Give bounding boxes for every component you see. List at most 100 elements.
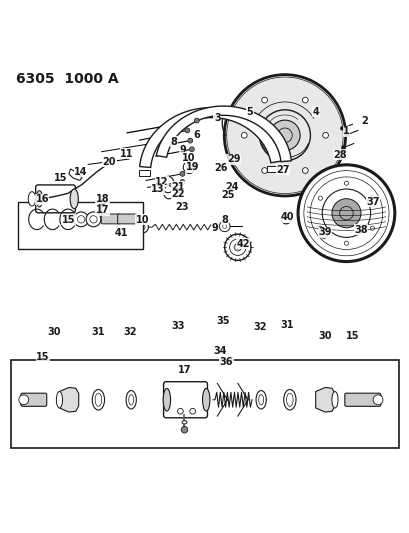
Text: 14: 14 (74, 167, 88, 177)
Ellipse shape (182, 421, 187, 424)
Text: 38: 38 (353, 224, 367, 235)
Text: 24: 24 (225, 182, 238, 191)
Text: 35: 35 (216, 316, 229, 326)
Text: 16: 16 (36, 194, 49, 204)
Text: 11: 11 (120, 149, 133, 159)
Text: 17: 17 (96, 205, 109, 215)
Text: 31: 31 (280, 320, 293, 330)
Ellipse shape (28, 192, 36, 206)
Text: 15: 15 (62, 215, 75, 225)
Polygon shape (315, 387, 334, 412)
Text: 8: 8 (221, 215, 227, 225)
FancyBboxPatch shape (101, 214, 120, 224)
Text: 10: 10 (136, 215, 149, 225)
Circle shape (318, 196, 322, 200)
Ellipse shape (163, 389, 170, 411)
Circle shape (194, 118, 199, 123)
Text: 18: 18 (95, 194, 109, 204)
Circle shape (224, 234, 250, 260)
Circle shape (369, 196, 373, 200)
Circle shape (86, 212, 101, 227)
Text: 29: 29 (227, 154, 240, 164)
Circle shape (180, 172, 184, 176)
Circle shape (224, 75, 345, 196)
Circle shape (344, 241, 348, 245)
Bar (266, 166, 276, 172)
Circle shape (322, 132, 328, 138)
Polygon shape (69, 169, 82, 180)
FancyBboxPatch shape (21, 393, 47, 406)
Circle shape (302, 168, 308, 173)
Ellipse shape (56, 392, 62, 408)
Bar (139, 170, 149, 176)
FancyBboxPatch shape (36, 185, 75, 213)
Polygon shape (59, 387, 79, 412)
Text: 30: 30 (48, 327, 61, 337)
Circle shape (181, 426, 187, 433)
Circle shape (302, 97, 308, 103)
Text: 30: 30 (317, 331, 330, 341)
Ellipse shape (202, 389, 209, 411)
Ellipse shape (126, 391, 136, 409)
Text: 8: 8 (171, 137, 177, 147)
Text: 4: 4 (312, 107, 318, 117)
Text: 37: 37 (366, 197, 379, 207)
Circle shape (33, 196, 40, 204)
Circle shape (297, 165, 394, 262)
Circle shape (19, 395, 29, 405)
Circle shape (261, 168, 267, 173)
Text: 28: 28 (333, 150, 346, 159)
Text: 3: 3 (213, 113, 220, 123)
Text: 26: 26 (213, 163, 227, 173)
Circle shape (319, 229, 328, 238)
Ellipse shape (36, 191, 43, 207)
Text: 2: 2 (361, 116, 367, 126)
FancyBboxPatch shape (344, 393, 380, 406)
Ellipse shape (70, 189, 78, 209)
Text: 21: 21 (171, 182, 184, 191)
Text: 41: 41 (114, 228, 127, 238)
Text: 20: 20 (103, 157, 116, 166)
Text: 19: 19 (186, 162, 199, 172)
Ellipse shape (92, 390, 104, 410)
Ellipse shape (283, 390, 295, 410)
Ellipse shape (255, 391, 266, 409)
Text: 17: 17 (178, 365, 191, 375)
Circle shape (184, 128, 189, 133)
Text: 15: 15 (345, 331, 358, 341)
Text: 40: 40 (280, 212, 293, 222)
Text: 1: 1 (342, 126, 349, 136)
Circle shape (372, 395, 382, 405)
FancyBboxPatch shape (117, 214, 136, 224)
Circle shape (331, 199, 360, 228)
Text: 31: 31 (92, 327, 105, 337)
Circle shape (189, 147, 194, 152)
Text: 9: 9 (211, 223, 218, 233)
Text: 5: 5 (246, 107, 253, 117)
Text: 6: 6 (193, 130, 200, 140)
Circle shape (241, 132, 247, 138)
Bar (11, 360, 398, 448)
Text: 22: 22 (171, 189, 184, 199)
Circle shape (180, 180, 184, 184)
Bar (18, 201, 143, 249)
Text: 34: 34 (213, 345, 226, 356)
FancyBboxPatch shape (163, 382, 207, 418)
Polygon shape (139, 108, 281, 167)
Text: 23: 23 (175, 202, 189, 212)
Text: 32: 32 (124, 327, 137, 337)
Circle shape (177, 408, 183, 414)
Circle shape (234, 244, 241, 251)
Circle shape (74, 212, 88, 227)
Text: 13: 13 (151, 184, 164, 195)
Circle shape (189, 408, 195, 414)
Polygon shape (156, 106, 291, 161)
Circle shape (269, 120, 299, 150)
Text: 15: 15 (36, 352, 49, 362)
Circle shape (369, 226, 373, 230)
Circle shape (261, 97, 267, 103)
Circle shape (187, 138, 192, 143)
Circle shape (340, 127, 343, 130)
Circle shape (137, 221, 148, 233)
Text: 15: 15 (54, 173, 67, 183)
